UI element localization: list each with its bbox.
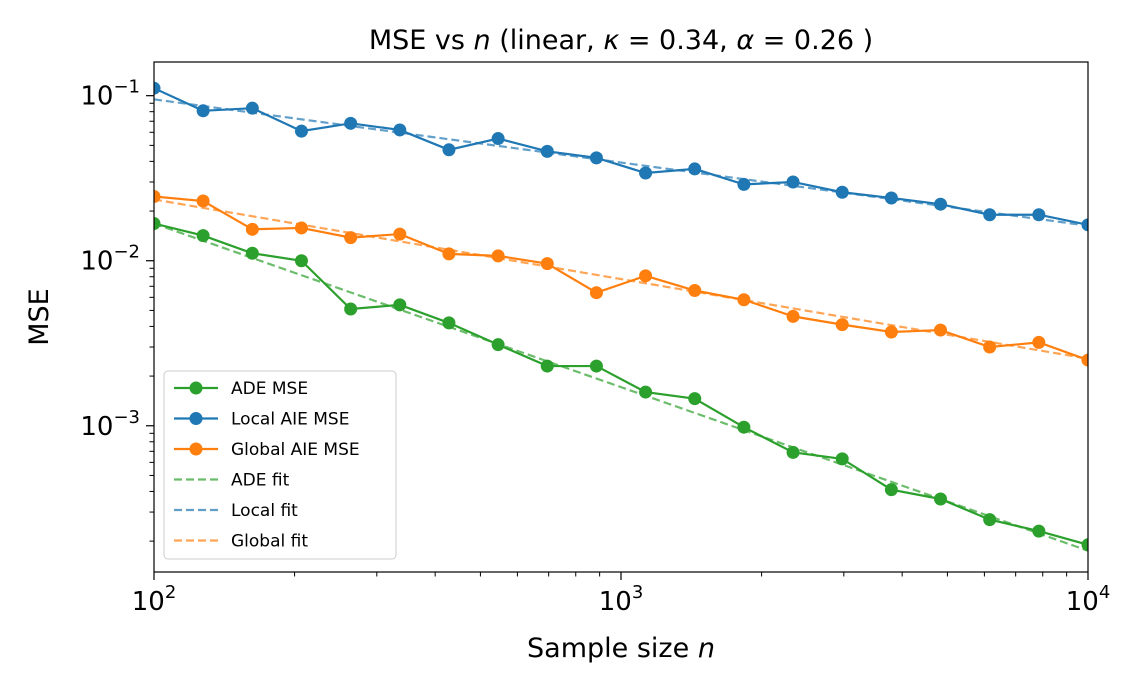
- data-point-local-aie-mse: [154, 81, 161, 95]
- data-point-local-aie-mse: [540, 144, 554, 158]
- data-point-ade-mse: [294, 254, 308, 268]
- legend-label-local-aie-mse: Local AIE MSE: [231, 410, 349, 430]
- data-point-ade-mse: [1032, 524, 1046, 538]
- data-point-local-aie-mse: [786, 175, 800, 189]
- legend-marker-global-aie-mse: [189, 442, 203, 456]
- y-tick-label: 10−3: [80, 407, 140, 442]
- data-point-local-aie-mse: [1081, 218, 1088, 232]
- data-point-ade-mse: [983, 513, 997, 527]
- data-point-global-aie-mse: [540, 257, 554, 271]
- legend-label-global-aie-mse: Global AIE MSE: [231, 440, 360, 460]
- series-line-ade-mse: [154, 222, 1088, 546]
- data-point-global-aie-mse: [688, 284, 702, 298]
- legend-label-local-fit: Local fit: [231, 501, 298, 521]
- data-point-local-aie-mse: [589, 151, 603, 165]
- data-point-ade-mse: [393, 298, 407, 312]
- data-point-global-aie-mse: [835, 318, 849, 332]
- data-point-local-aie-mse: [835, 185, 849, 199]
- data-point-local-aie-mse: [196, 104, 210, 118]
- data-point-global-aie-mse: [196, 194, 210, 208]
- plot-area: [154, 81, 1088, 552]
- data-point-ade-mse: [884, 483, 898, 497]
- data-point-local-aie-mse: [393, 123, 407, 137]
- data-point-local-aie-mse: [344, 116, 358, 130]
- fit-line-global-fit: [154, 198, 1088, 360]
- data-point-local-aie-mse: [639, 166, 653, 180]
- y-tick-label: 10−1: [80, 77, 140, 112]
- data-point-ade-mse: [934, 492, 948, 506]
- data-point-global-aie-mse: [294, 221, 308, 235]
- legend-label-ade-fit: ADE fit: [231, 471, 290, 491]
- data-point-local-aie-mse: [491, 132, 505, 146]
- data-point-local-aie-mse: [688, 162, 702, 176]
- plot-frame: [153, 61, 1089, 573]
- data-point-ade-mse: [786, 445, 800, 459]
- y-axis-ticks: 10−1 10−2 10−3: [80, 77, 154, 442]
- legend-label-global-fit: Global fit: [231, 532, 308, 552]
- data-point-global-aie-mse: [983, 340, 997, 354]
- data-point-global-aie-mse: [344, 231, 358, 245]
- x-axis-ticks: 102 103 104: [132, 572, 1111, 617]
- data-point-local-aie-mse: [294, 124, 308, 138]
- legend-marker-local-aie-mse: [189, 412, 203, 425]
- data-point-global-aie-mse: [442, 247, 456, 261]
- legend-marker-ade-mse: [189, 381, 203, 395]
- chart-title: MSE vs n (linear, κ = 0.34, α = 0.26 ): [369, 25, 873, 56]
- data-point-ade-mse: [688, 392, 702, 406]
- data-point-local-aie-mse: [442, 143, 456, 157]
- data-point-global-aie-mse: [589, 286, 603, 300]
- data-point-global-aie-mse: [884, 325, 898, 339]
- legend-label-ade-mse: ADE MSE: [231, 379, 308, 399]
- data-point-ade-mse: [589, 359, 603, 373]
- series-line-local-aie-mse: [154, 87, 1088, 226]
- data-point-ade-mse: [1081, 538, 1088, 552]
- x-axis-label: Sample size n: [527, 633, 715, 664]
- y-tick-label: 10−2: [80, 242, 140, 277]
- data-point-global-aie-mse: [491, 249, 505, 263]
- data-point-global-aie-mse: [639, 269, 653, 283]
- legend: ADE MSE Local AIE MSE Global AIE MSE ADE fi…: [163, 370, 397, 560]
- fit-line-local-fit: [154, 98, 1088, 227]
- data-point-ade-mse: [835, 452, 849, 466]
- data-point-local-aie-mse: [884, 191, 898, 205]
- x-tick-label: 103: [599, 582, 644, 617]
- data-point-ade-mse: [491, 338, 505, 352]
- y-axis-label: MSE: [24, 288, 55, 346]
- data-point-global-aie-mse: [934, 323, 948, 337]
- minor-ticks: [149, 102, 1068, 577]
- data-point-ade-mse: [196, 229, 210, 243]
- legend-box: [163, 370, 397, 560]
- data-point-global-aie-mse: [393, 227, 407, 241]
- data-point-global-aie-mse: [245, 222, 259, 236]
- data-point-ade-mse: [154, 217, 161, 231]
- data-point-ade-mse: [245, 246, 259, 260]
- data-point-global-aie-mse: [737, 293, 751, 307]
- data-point-ade-mse: [639, 385, 653, 399]
- fit-line-ade-fit: [154, 222, 1088, 552]
- data-point-ade-mse: [344, 302, 358, 316]
- data-point-global-aie-mse: [1032, 335, 1046, 349]
- x-tick-label: 104: [1066, 582, 1111, 617]
- x-tick-label: 102: [132, 582, 177, 617]
- data-point-ade-mse: [737, 420, 751, 434]
- data-point-local-aie-mse: [934, 197, 948, 211]
- data-point-local-aie-mse: [983, 208, 997, 222]
- data-point-local-aie-mse: [245, 101, 259, 115]
- series-line-global-aie-mse: [154, 195, 1088, 362]
- data-point-local-aie-mse: [737, 177, 751, 191]
- data-point-global-aie-mse: [786, 309, 800, 323]
- data-point-global-aie-mse: [1081, 353, 1088, 367]
- data-point-local-aie-mse: [1032, 208, 1046, 222]
- data-point-global-aie-mse: [154, 190, 161, 203]
- data-point-ade-mse: [540, 359, 554, 373]
- data-point-ade-mse: [442, 316, 456, 330]
